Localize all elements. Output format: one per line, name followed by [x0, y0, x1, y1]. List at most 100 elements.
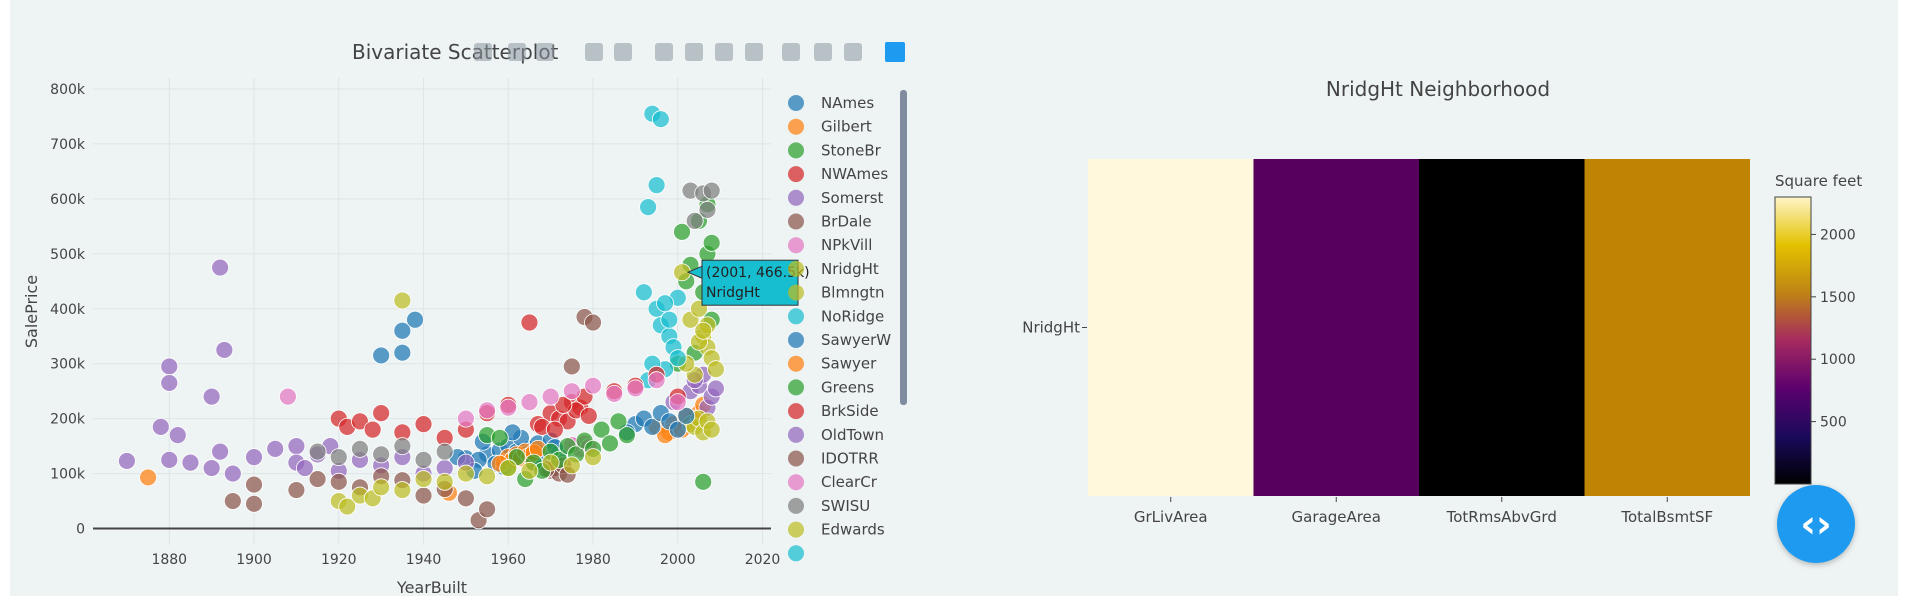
data-point[interactable]	[372, 445, 391, 464]
data-point[interactable]	[287, 437, 306, 456]
data-point[interactable]	[702, 233, 721, 252]
zoom-out-icon[interactable]	[685, 43, 703, 61]
data-point[interactable]	[393, 321, 412, 340]
data-point[interactable]	[211, 442, 230, 461]
data-point[interactable]	[541, 453, 560, 472]
data-point[interactable]	[223, 492, 242, 510]
data-point[interactable]	[435, 472, 454, 491]
legend-item-label[interactable]: Edwards	[821, 521, 885, 539]
data-point[interactable]	[634, 283, 653, 302]
data-point[interactable]	[478, 401, 496, 420]
data-point[interactable]	[435, 442, 454, 461]
data-point[interactable]	[702, 420, 721, 439]
data-point[interactable]	[584, 448, 602, 466]
data-point[interactable]	[118, 452, 136, 470]
data-point[interactable]	[308, 470, 327, 488]
legend-marker[interactable]	[788, 118, 804, 135]
data-point[interactable]	[626, 379, 645, 398]
data-point[interactable]	[266, 439, 285, 458]
data-point[interactable]	[579, 406, 598, 425]
spike-lines-icon[interactable]	[782, 43, 800, 61]
data-point[interactable]	[490, 428, 509, 447]
data-point[interactable]	[601, 434, 619, 453]
heatmap-cell[interactable]	[1088, 159, 1254, 496]
data-point[interactable]	[351, 439, 369, 458]
data-point[interactable]	[651, 110, 670, 129]
data-point[interactable]	[456, 409, 475, 428]
reset-axes-icon[interactable]	[745, 43, 763, 61]
data-point[interactable]	[618, 426, 636, 445]
legend-item-label[interactable]: NWAmes	[821, 165, 888, 183]
legend-marker[interactable]	[788, 497, 804, 514]
data-point[interactable]	[414, 415, 433, 434]
legend-item-label[interactable]: NridgHt	[821, 260, 879, 278]
legend-item-label[interactable]: BrDale	[821, 213, 872, 231]
legend-marker[interactable]	[788, 260, 804, 277]
data-point[interactable]	[499, 398, 518, 417]
data-point[interactable]	[393, 437, 412, 456]
data-point[interactable]	[351, 412, 369, 431]
data-point[interactable]	[393, 481, 412, 499]
data-point[interactable]	[592, 420, 611, 439]
legend-marker[interactable]	[788, 355, 804, 372]
data-point[interactable]	[554, 395, 573, 414]
legend-marker[interactable]	[788, 213, 804, 230]
legend-marker[interactable]	[788, 426, 804, 443]
data-point[interactable]	[215, 341, 234, 359]
legend-marker[interactable]	[788, 95, 804, 111]
heatmap-cell[interactable]	[1584, 159, 1751, 496]
data-point[interactable]	[639, 198, 658, 217]
legend-item-label[interactable]: SawyerW	[821, 331, 891, 349]
data-point[interactable]	[245, 494, 263, 513]
legend-item-label[interactable]: NoRidge	[821, 307, 884, 325]
legend-item-label[interactable]: OldTown	[821, 426, 884, 444]
hover-compare-icon[interactable]	[844, 43, 862, 61]
legend-marker[interactable]	[788, 403, 804, 420]
data-point[interactable]	[406, 310, 424, 329]
data-point[interactable]	[151, 417, 170, 436]
data-point[interactable]	[707, 360, 725, 379]
data-point[interactable]	[168, 426, 187, 445]
embed-code-button[interactable]: ‹›	[1777, 485, 1855, 563]
legend-item-label[interactable]: BrkSide	[821, 402, 879, 420]
legend-marker[interactable]	[788, 521, 804, 538]
data-point[interactable]	[223, 464, 242, 483]
camera-icon[interactable]	[474, 43, 492, 61]
heatmap-cell[interactable]	[1419, 159, 1585, 496]
data-point[interactable]	[668, 349, 687, 368]
data-point[interactable]	[414, 470, 433, 488]
legend-item-label[interactable]: Blmngtn	[821, 284, 885, 302]
data-point[interactable]	[372, 346, 391, 365]
data-point[interactable]	[702, 181, 721, 200]
heatmap-cell[interactable]	[1253, 159, 1420, 496]
lasso-icon[interactable]	[614, 43, 632, 61]
data-point[interactable]	[279, 387, 297, 406]
data-point[interactable]	[605, 385, 624, 403]
data-point[interactable]	[545, 420, 564, 439]
data-point[interactable]	[647, 371, 666, 390]
data-point[interactable]	[414, 486, 433, 505]
data-point[interactable]	[456, 464, 475, 483]
data-point[interactable]	[668, 393, 687, 412]
box-select-icon[interactable]	[585, 43, 603, 61]
autoscale-icon[interactable]	[715, 43, 733, 61]
data-point[interactable]	[414, 450, 433, 469]
data-point[interactable]	[338, 497, 357, 516]
data-point[interactable]	[562, 382, 581, 401]
data-point[interactable]	[520, 461, 539, 480]
data-point[interactable]	[160, 450, 179, 469]
data-point[interactable]	[329, 448, 348, 466]
legend-marker[interactable]	[788, 189, 804, 206]
legend-item-label[interactable]: StoneBr	[821, 141, 882, 159]
data-point[interactable]	[181, 453, 200, 472]
data-point[interactable]	[694, 321, 713, 340]
legend-item-label[interactable]: NAmes	[821, 94, 874, 112]
heatmap-chart[interactable]: NridgHt Neighborhood GrLivArea GarageArea T…	[960, 0, 1910, 602]
data-point[interactable]	[660, 310, 679, 329]
data-point[interactable]	[584, 313, 602, 332]
data-point[interactable]	[202, 459, 221, 477]
data-point[interactable]	[668, 420, 687, 439]
legend-item-label[interactable]: ClearCr	[821, 473, 878, 491]
data-point[interactable]	[372, 478, 391, 497]
data-point[interactable]	[202, 387, 221, 406]
